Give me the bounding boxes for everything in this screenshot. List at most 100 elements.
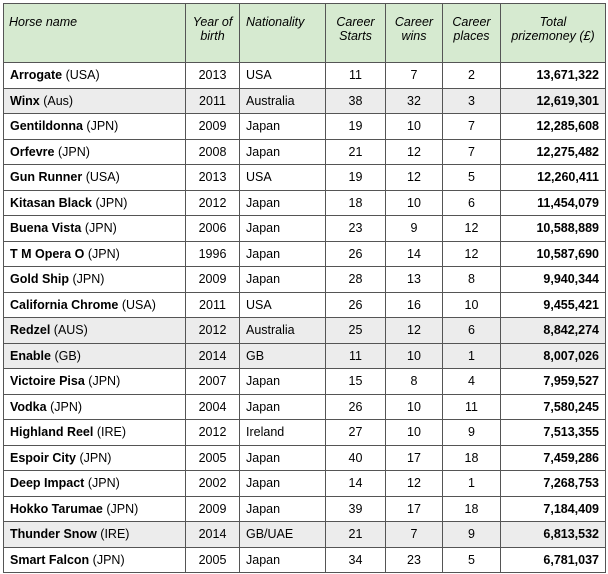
- horse-name: Deep Impact: [10, 476, 85, 491]
- horse-country: (JPN): [57, 144, 90, 159]
- career-wins-cell: 9: [385, 215, 443, 242]
- nationality-cell: Japan: [239, 138, 326, 165]
- horse-name-cell: Enable (GB): [3, 342, 186, 369]
- career-places-cell: 10: [442, 291, 501, 318]
- career-wins-cell: 10: [385, 419, 443, 446]
- table-row: Hokko Tarumae (JPN) 2009 Japan 39 17 18 7,184,…: [3, 495, 606, 522]
- career-starts-cell: 19: [325, 113, 386, 140]
- year-of-birth-cell: 2011: [185, 291, 240, 318]
- horse-country: (JPN): [88, 374, 121, 389]
- horse-name: Hokko Tarumae: [10, 501, 103, 516]
- career-wins-cell: 12: [385, 317, 443, 344]
- header-total-prizemoney: Total prizemoney (£): [500, 3, 606, 63]
- header-year-of-birth: Year of birth: [185, 3, 240, 63]
- nationality-cell: USA: [239, 62, 326, 89]
- horse-country: (USA): [85, 170, 120, 185]
- nationality-cell: Japan: [239, 215, 326, 242]
- horse-name-cell: Winx (Aus): [3, 87, 186, 114]
- horse-name: Gun Runner: [10, 170, 83, 185]
- horse-name-cell: Orfevre (JPN): [3, 138, 186, 165]
- horse-country: (JPN): [92, 552, 125, 567]
- horse-name: Kitasan Black: [10, 195, 92, 210]
- total-prizemoney-cell: 6,813,532: [500, 521, 606, 548]
- career-places-cell: 18: [442, 495, 501, 522]
- year-of-birth-cell: 2012: [185, 419, 240, 446]
- total-prizemoney-cell: 9,455,421: [500, 291, 606, 318]
- career-places-cell: 9: [442, 419, 501, 446]
- table-row: Enable (GB) 2014 GB 11 10 1 8,007,026: [3, 342, 606, 369]
- horse-country: (JPN): [50, 399, 83, 414]
- horse-country: (JPN): [87, 476, 120, 491]
- total-prizemoney-cell: 10,587,690: [500, 240, 606, 267]
- horse-country: (USA): [65, 68, 100, 83]
- career-places-cell: 18: [442, 444, 501, 471]
- horse-name-cell: California Chrome (USA): [3, 291, 186, 318]
- table-row: Deep Impact (JPN) 2002 Japan 14 12 1 7,268,753: [3, 470, 606, 497]
- career-wins-cell: 13: [385, 266, 443, 293]
- total-prizemoney-cell: 13,671,322: [500, 62, 606, 89]
- horse-name-cell: T M Opera O (JPN): [3, 240, 186, 267]
- nationality-cell: Australia: [239, 317, 326, 344]
- table-row: Gold Ship (JPN) 2009 Japan 28 13 8 9,940,344: [3, 266, 606, 293]
- year-of-birth-cell: 2013: [185, 164, 240, 191]
- horse-name: Vodka: [10, 399, 47, 414]
- career-starts-cell: 26: [325, 240, 386, 267]
- horse-name-cell: Smart Falcon (JPN): [3, 546, 186, 573]
- career-places-cell: 7: [442, 138, 501, 165]
- horse-name: T M Opera O: [10, 246, 85, 261]
- table-row: Thunder Snow (IRE) 2014 GB/UAE 21 7 9 6,813,53…: [3, 521, 606, 548]
- career-wins-cell: 10: [385, 393, 443, 420]
- year-of-birth-cell: 1996: [185, 240, 240, 267]
- horse-name: Smart Falcon: [10, 552, 90, 567]
- horse-country: (Aus): [43, 93, 74, 108]
- horse-country: (AUS): [53, 323, 88, 338]
- nationality-cell: Australia: [239, 87, 326, 114]
- career-wins-cell: 12: [385, 138, 443, 165]
- total-prizemoney-cell: 7,580,245: [500, 393, 606, 420]
- nationality-cell: Ireland: [239, 419, 326, 446]
- table-body: Arrogate (USA) 2013 USA 11 7 2 13,671,322 Winx …: [3, 62, 606, 573]
- year-of-birth-cell: 2012: [185, 317, 240, 344]
- year-of-birth-cell: 2013: [185, 62, 240, 89]
- career-starts-cell: 15: [325, 368, 386, 395]
- nationality-cell: Japan: [239, 189, 326, 216]
- year-of-birth-cell: 2009: [185, 266, 240, 293]
- table-row: Vodka (JPN) 2004 Japan 26 10 11 7,580,245: [3, 393, 606, 420]
- year-of-birth-cell: 2006: [185, 215, 240, 242]
- career-places-cell: 2: [442, 62, 501, 89]
- career-wins-cell: 17: [385, 495, 443, 522]
- horse-name-cell: Victoire Pisa (JPN): [3, 368, 186, 395]
- table-row: Espoir City (JPN) 2005 Japan 40 17 18 7,459,28…: [3, 444, 606, 471]
- table-row: Orfevre (JPN) 2008 Japan 21 12 7 12,275,482: [3, 138, 606, 165]
- horse-name: Thunder Snow: [10, 527, 97, 542]
- career-wins-cell: 10: [385, 189, 443, 216]
- year-of-birth-cell: 2007: [185, 368, 240, 395]
- career-wins-cell: 7: [385, 62, 443, 89]
- career-places-cell: 6: [442, 317, 501, 344]
- total-prizemoney-cell: 12,275,482: [500, 138, 606, 165]
- career-starts-cell: 34: [325, 546, 386, 573]
- year-of-birth-cell: 2009: [185, 495, 240, 522]
- career-starts-cell: 19: [325, 164, 386, 191]
- table-row: Kitasan Black (JPN) 2012 Japan 18 10 6 11,454,…: [3, 189, 606, 216]
- career-starts-cell: 26: [325, 291, 386, 318]
- horse-name-cell: Highland Reel (IRE): [3, 419, 186, 446]
- nationality-cell: USA: [239, 291, 326, 318]
- career-starts-cell: 14: [325, 470, 386, 497]
- career-places-cell: 12: [442, 215, 501, 242]
- career-wins-cell: 23: [385, 546, 443, 573]
- table-row: Gun Runner (USA) 2013 USA 19 12 5 12,260,411: [3, 164, 606, 191]
- horse-name: Arrogate: [10, 68, 63, 83]
- header-row: Horse name Year of birth Nationality Car…: [3, 3, 606, 63]
- year-of-birth-cell: 2008: [185, 138, 240, 165]
- nationality-cell: Japan: [239, 546, 326, 573]
- total-prizemoney-cell: 12,285,608: [500, 113, 606, 140]
- horse-country: (JPN): [87, 246, 120, 261]
- career-places-cell: 1: [442, 470, 501, 497]
- table-row: Victoire Pisa (JPN) 2007 Japan 15 8 4 7,959,52…: [3, 368, 606, 395]
- career-places-cell: 11: [442, 393, 501, 420]
- career-starts-cell: 23: [325, 215, 386, 242]
- horse-name-cell: Deep Impact (JPN): [3, 470, 186, 497]
- career-places-cell: 6: [442, 189, 501, 216]
- nationality-cell: Japan: [239, 240, 326, 267]
